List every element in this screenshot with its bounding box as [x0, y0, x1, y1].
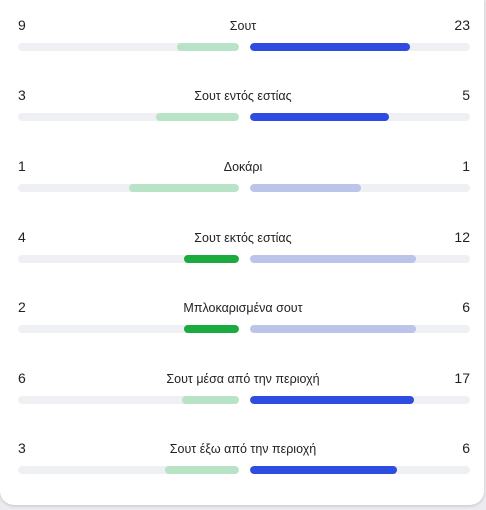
away-bar-fill	[250, 325, 417, 333]
away-bar-track	[250, 43, 470, 51]
away-bar-track	[250, 396, 470, 404]
home-value: 1	[18, 158, 26, 174]
away-value: 17	[454, 370, 470, 386]
stat-label: Σουτ εντός εστίας	[194, 89, 292, 103]
away-bar-track	[250, 113, 470, 121]
away-bar-track	[250, 255, 470, 263]
stat-row-shots-outside-box: 3 Σουτ έξω από την περιοχή 6	[0, 440, 486, 480]
stat-label: Δοκάρι	[223, 160, 263, 174]
away-bar-fill	[250, 43, 410, 51]
home-bar-fill	[183, 255, 239, 263]
home-bar-fill	[164, 466, 239, 474]
stat-label: Σουτ εκτός εστίας	[194, 231, 292, 245]
stat-row-shots-on-target: 3 Σουτ εντός εστίας 5	[0, 87, 486, 127]
away-bar-fill	[250, 184, 362, 192]
away-value: 5	[462, 87, 470, 103]
home-bar-track	[18, 43, 239, 51]
away-value: 1	[462, 158, 470, 174]
home-bar-fill	[177, 43, 239, 51]
stat-row-shots-off-target: 4 Σουτ εκτός εστίας 12	[0, 229, 486, 269]
home-bar-track	[18, 396, 239, 404]
stat-row-woodwork: 1 Δοκάρι 1	[0, 158, 486, 198]
home-bar-track	[18, 184, 239, 192]
home-bar-fill	[128, 184, 239, 192]
home-value: 3	[18, 440, 26, 456]
home-bar-fill	[181, 396, 239, 404]
stat-label: Σουτ	[229, 19, 257, 33]
stat-row-blocked-shots: 2 Μπλοκαρισμένα σουτ 6	[0, 299, 486, 339]
away-bar-track	[250, 325, 470, 333]
home-value: 6	[18, 370, 26, 386]
home-bar-fill	[156, 113, 239, 121]
away-bar-track	[250, 184, 470, 192]
stat-label: Μπλοκαρισμένα σουτ	[183, 301, 303, 315]
stat-row-shots-inside-box: 6 Σουτ μέσα από την περιοχή 17	[0, 370, 486, 410]
away-value: 23	[454, 17, 470, 33]
stat-label: Σουτ μέσα από την περιοχή	[166, 372, 320, 386]
home-bar-track	[18, 466, 239, 474]
home-value: 3	[18, 87, 26, 103]
away-value: 6	[462, 299, 470, 315]
away-bar-fill	[250, 396, 414, 404]
home-value: 9	[18, 17, 26, 33]
home-value: 2	[18, 299, 26, 315]
home-bar-track	[18, 325, 239, 333]
away-bar-fill	[250, 255, 417, 263]
home-value: 4	[18, 229, 26, 245]
home-bar-fill	[183, 325, 239, 333]
home-bar-track	[18, 255, 239, 263]
away-bar-fill	[250, 466, 398, 474]
away-value: 12	[454, 229, 470, 245]
away-value: 6	[462, 440, 470, 456]
home-bar-track	[18, 113, 239, 121]
away-bar-track	[250, 466, 470, 474]
away-bar-fill	[250, 113, 389, 121]
stat-label: Σουτ έξω από την περιοχή	[169, 442, 317, 456]
stat-row-shots: 9 Σουτ 23	[0, 17, 486, 57]
